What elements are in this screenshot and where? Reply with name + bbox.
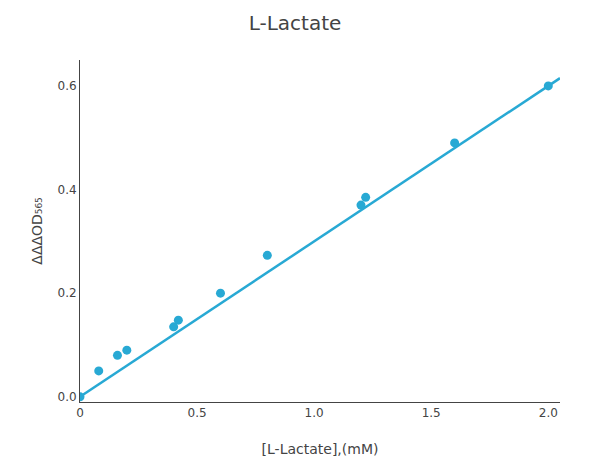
svg-text:0.6: 0.6 (58, 79, 77, 93)
svg-text:1.5: 1.5 (422, 406, 441, 420)
svg-text:[L-Lactate],(mM): [L-Lactate],(mM) (262, 441, 379, 457)
svg-text:0: 0 (76, 406, 84, 420)
svg-text:0.0: 0.0 (58, 390, 77, 404)
svg-text:ΔΔΔOD₅₆₅: ΔΔΔOD₅₆₅ (29, 197, 45, 264)
svg-text:0.2: 0.2 (58, 286, 77, 300)
svg-text:0.4: 0.4 (58, 183, 77, 197)
svg-text:1.0: 1.0 (305, 406, 324, 420)
svg-text:L-Lactate: L-Lactate (249, 11, 342, 35)
svg-text:2.0: 2.0 (539, 406, 558, 420)
svg-text:0.5: 0.5 (188, 406, 207, 420)
